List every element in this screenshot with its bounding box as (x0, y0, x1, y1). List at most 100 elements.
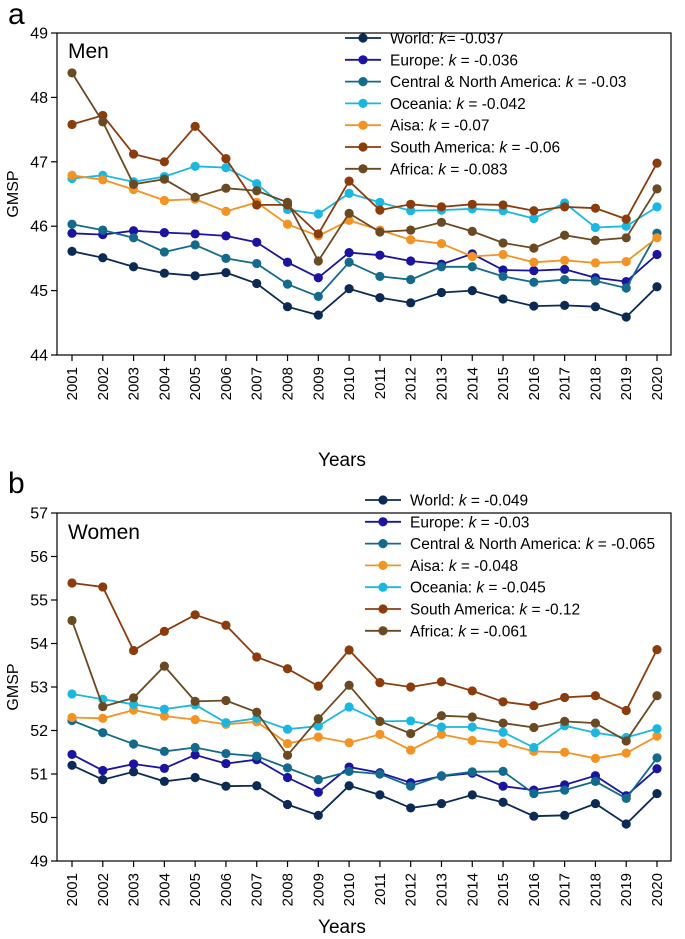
data-point (313, 732, 323, 742)
y-tick-label: 55 (30, 593, 48, 610)
data-point (406, 728, 416, 739)
data-point (529, 277, 539, 287)
data-point (498, 727, 508, 737)
data-point (221, 267, 231, 278)
series-men (67, 68, 662, 322)
x-tick-label: 2017 (557, 873, 574, 906)
data-point (590, 302, 601, 312)
plot-frame-women (56, 512, 672, 862)
data-point (436, 262, 447, 272)
data-point (652, 753, 662, 763)
x-tick-label: 2004 (156, 873, 173, 906)
data-point (221, 162, 231, 173)
data-point (529, 811, 539, 821)
data-point (128, 262, 139, 272)
data-point (67, 615, 77, 626)
data-point (560, 810, 570, 820)
data-point (652, 184, 662, 194)
x-tick-label: 2012 (403, 873, 420, 906)
data-point (621, 748, 631, 758)
legend-label: Oceania: k = -0.045 (410, 580, 546, 597)
data-point (436, 217, 447, 227)
data-point (498, 781, 508, 791)
data-point (98, 175, 108, 185)
data-point (128, 767, 139, 777)
data-point (498, 766, 508, 776)
data-point (529, 742, 539, 753)
data-point (652, 644, 662, 655)
data-point (590, 728, 601, 738)
x-tick-label: 2009 (310, 873, 327, 906)
legend-label: Central & North America: k = -0.065 (410, 536, 655, 553)
data-point (67, 228, 77, 238)
legend-marker (378, 560, 388, 571)
data-point (621, 312, 631, 322)
data-point (621, 214, 631, 224)
y-tick-label: 54 (30, 636, 48, 653)
y-tick-label: 49 (30, 26, 48, 43)
data-point (190, 696, 200, 706)
data-point (467, 735, 477, 746)
series-line-europe (71, 753, 658, 797)
legend-marker (378, 626, 388, 636)
y-tick-label: 47 (30, 154, 48, 171)
data-point (529, 301, 539, 311)
legend-men: World: k= -0.037 Europe: k = -0.036 Centra… (345, 31, 626, 178)
x-tick-label: 2005 (187, 873, 204, 906)
data-point (375, 790, 385, 800)
panel-title-women: Women (68, 521, 140, 544)
data-point (406, 682, 416, 692)
data-point (313, 310, 323, 320)
series-line-europe (71, 229, 658, 283)
data-point (560, 255, 570, 265)
data-point (467, 226, 477, 236)
panel-women: b Women GMSP Years 49 50 51 52 53 54 55 56 57 20… (5, 467, 672, 938)
data-point (560, 202, 570, 212)
legend-marker (378, 604, 388, 614)
data-point (282, 279, 293, 289)
data-point (467, 767, 477, 777)
series-line-south-america (71, 114, 658, 236)
data-point (375, 197, 385, 207)
x-tick-label: 2010 (341, 367, 358, 400)
legend-marker (358, 164, 368, 174)
data-point (221, 253, 231, 263)
data-point (406, 803, 416, 813)
data-point (98, 582, 108, 592)
x-tick-label: 2018 (587, 367, 604, 400)
data-point (652, 764, 662, 774)
plot-frame-men (56, 32, 672, 356)
data-point (67, 246, 77, 256)
data-point (252, 186, 262, 196)
x-tick-label: 2020 (649, 367, 666, 400)
data-point (190, 192, 200, 202)
data-point (67, 689, 77, 699)
data-point (590, 718, 601, 728)
data-point (560, 747, 570, 757)
data-point (67, 119, 77, 130)
data-point (313, 291, 323, 301)
x-ticks-men: 2001 2002 2003 2004 2005 2006 2007 2008 2009 2010… (64, 355, 666, 400)
panel-label-a: a (8, 0, 25, 31)
data-point (221, 758, 231, 769)
data-point (128, 179, 139, 189)
series-line-oceania (71, 693, 658, 749)
data-point (560, 785, 570, 795)
data-point (529, 206, 539, 216)
data-point (98, 225, 108, 235)
data-point (344, 248, 354, 258)
x-tick-label: 2007 (249, 367, 266, 400)
data-point (529, 788, 539, 799)
data-point (159, 661, 169, 671)
series-line-aisa (71, 174, 658, 264)
data-point (590, 691, 601, 701)
data-point (467, 686, 477, 696)
data-point (406, 206, 416, 216)
data-point (67, 749, 77, 760)
x-tick-label: 2002 (95, 367, 112, 400)
x-tick-label: 2019 (618, 873, 635, 906)
data-point (128, 759, 139, 769)
data-point (498, 265, 508, 275)
legend-marker (358, 98, 368, 108)
data-point (406, 256, 416, 266)
